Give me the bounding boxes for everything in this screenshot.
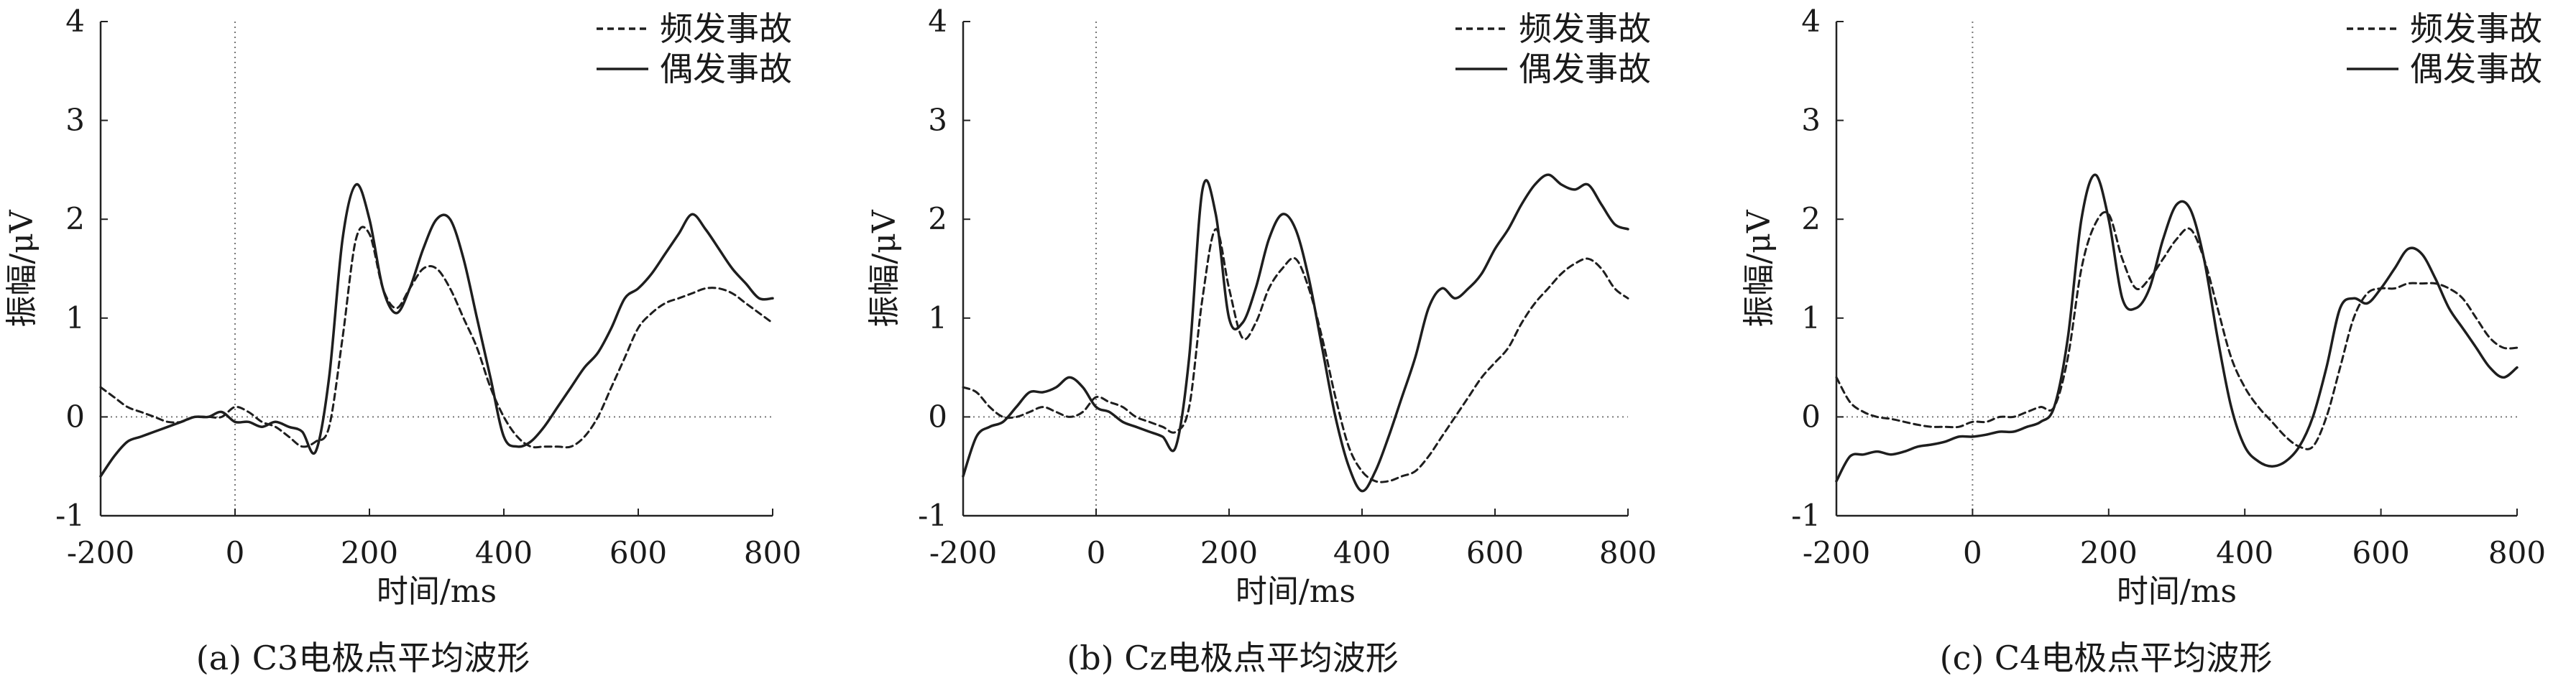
x-tick-label: 0 <box>1963 535 1982 570</box>
legend-label: 频发事故 <box>1519 9 1651 48</box>
y-axis-title: 振幅/μV <box>1741 209 1777 327</box>
x-tick-label: 0 <box>226 535 245 570</box>
y-tick-label: 1 <box>65 300 85 335</box>
y-tick-label: 3 <box>65 103 85 138</box>
series-line-occasional <box>962 173 1629 493</box>
x-tick-label: 200 <box>1200 535 1258 570</box>
x-tick-label: 400 <box>475 535 533 570</box>
y-tick-label: 2 <box>65 201 85 236</box>
series-line-occasional <box>1835 173 2518 483</box>
legend-label: 频发事故 <box>660 9 792 48</box>
series-line-frequent <box>1835 210 2518 450</box>
x-tick-label: 400 <box>1333 535 1391 570</box>
x-tick-label: 400 <box>2216 535 2273 570</box>
legend-label: 频发事故 <box>2410 9 2542 48</box>
y-tick-label: 4 <box>928 4 947 39</box>
x-tick-label: 800 <box>2488 535 2546 570</box>
y-tick-label: -1 <box>1791 498 1821 533</box>
legend-label: 偶发事故 <box>1519 50 1651 88</box>
x-tick-label: 600 <box>2352 535 2410 570</box>
y-tick-label: 1 <box>928 300 947 335</box>
y-tick-label: 3 <box>1801 103 1821 138</box>
y-axis-title: 振幅/μV <box>4 209 40 327</box>
x-tick-label: -200 <box>929 535 997 570</box>
legend-label: 偶发事故 <box>660 50 792 88</box>
series-line-frequent <box>962 228 1629 483</box>
panel-caption: (b) Cz电极点平均波形 <box>1067 639 1398 677</box>
chart-panel-c4: -1 0 1 2 3 4 -200 0 200 400 600 800 时间/ms 振幅/μV (c) C4… <box>1741 4 2546 677</box>
x-tick-label: 600 <box>1466 535 1524 570</box>
series-line-frequent <box>99 226 774 449</box>
y-tick-label: 2 <box>1801 201 1821 236</box>
y-tick-label: 0 <box>928 399 947 434</box>
x-tick-label: -200 <box>1803 535 1870 570</box>
x-tick-label: 600 <box>610 535 667 570</box>
y-tick-label: 3 <box>928 103 947 138</box>
y-tick-label: 4 <box>65 4 85 39</box>
y-tick-label: 4 <box>1801 4 1821 39</box>
y-tick-label: -1 <box>918 498 947 533</box>
x-tick-label: 800 <box>1599 535 1657 570</box>
x-tick-label: 200 <box>341 535 398 570</box>
series-line-occasional <box>99 183 774 478</box>
chart-panel-c3: -1 0 1 2 3 4 -200 0 200 400 600 800 时间/ms 振幅/μV (a) C3… <box>4 4 801 677</box>
y-tick-label: 0 <box>1801 399 1821 434</box>
y-axis-title: 振幅/μV <box>866 209 903 327</box>
y-tick-label: 2 <box>928 201 947 236</box>
x-tick-label: 0 <box>1087 535 1106 570</box>
x-tick-label: -200 <box>67 535 134 570</box>
x-tick-label: 200 <box>2080 535 2138 570</box>
panel-caption: (a) C3电极点平均波形 <box>196 639 530 677</box>
y-tick-label: 0 <box>65 399 85 434</box>
x-axis-title: 时间/ms <box>2117 573 2237 610</box>
y-tick-label: 1 <box>1801 300 1821 335</box>
panel-caption: (c) C4电极点平均波形 <box>1940 639 2273 677</box>
chart-panel-cz: -1 0 1 2 3 4 -200 0 200 400 600 800 时间/ms 振幅/μV (b) Cz… <box>866 4 1657 677</box>
x-tick-label: 800 <box>744 535 801 570</box>
x-axis-title: 时间/ms <box>1236 573 1356 610</box>
y-tick-label: -1 <box>55 498 85 533</box>
x-axis-title: 时间/ms <box>377 573 497 610</box>
legend-label: 偶发事故 <box>2410 50 2542 88</box>
